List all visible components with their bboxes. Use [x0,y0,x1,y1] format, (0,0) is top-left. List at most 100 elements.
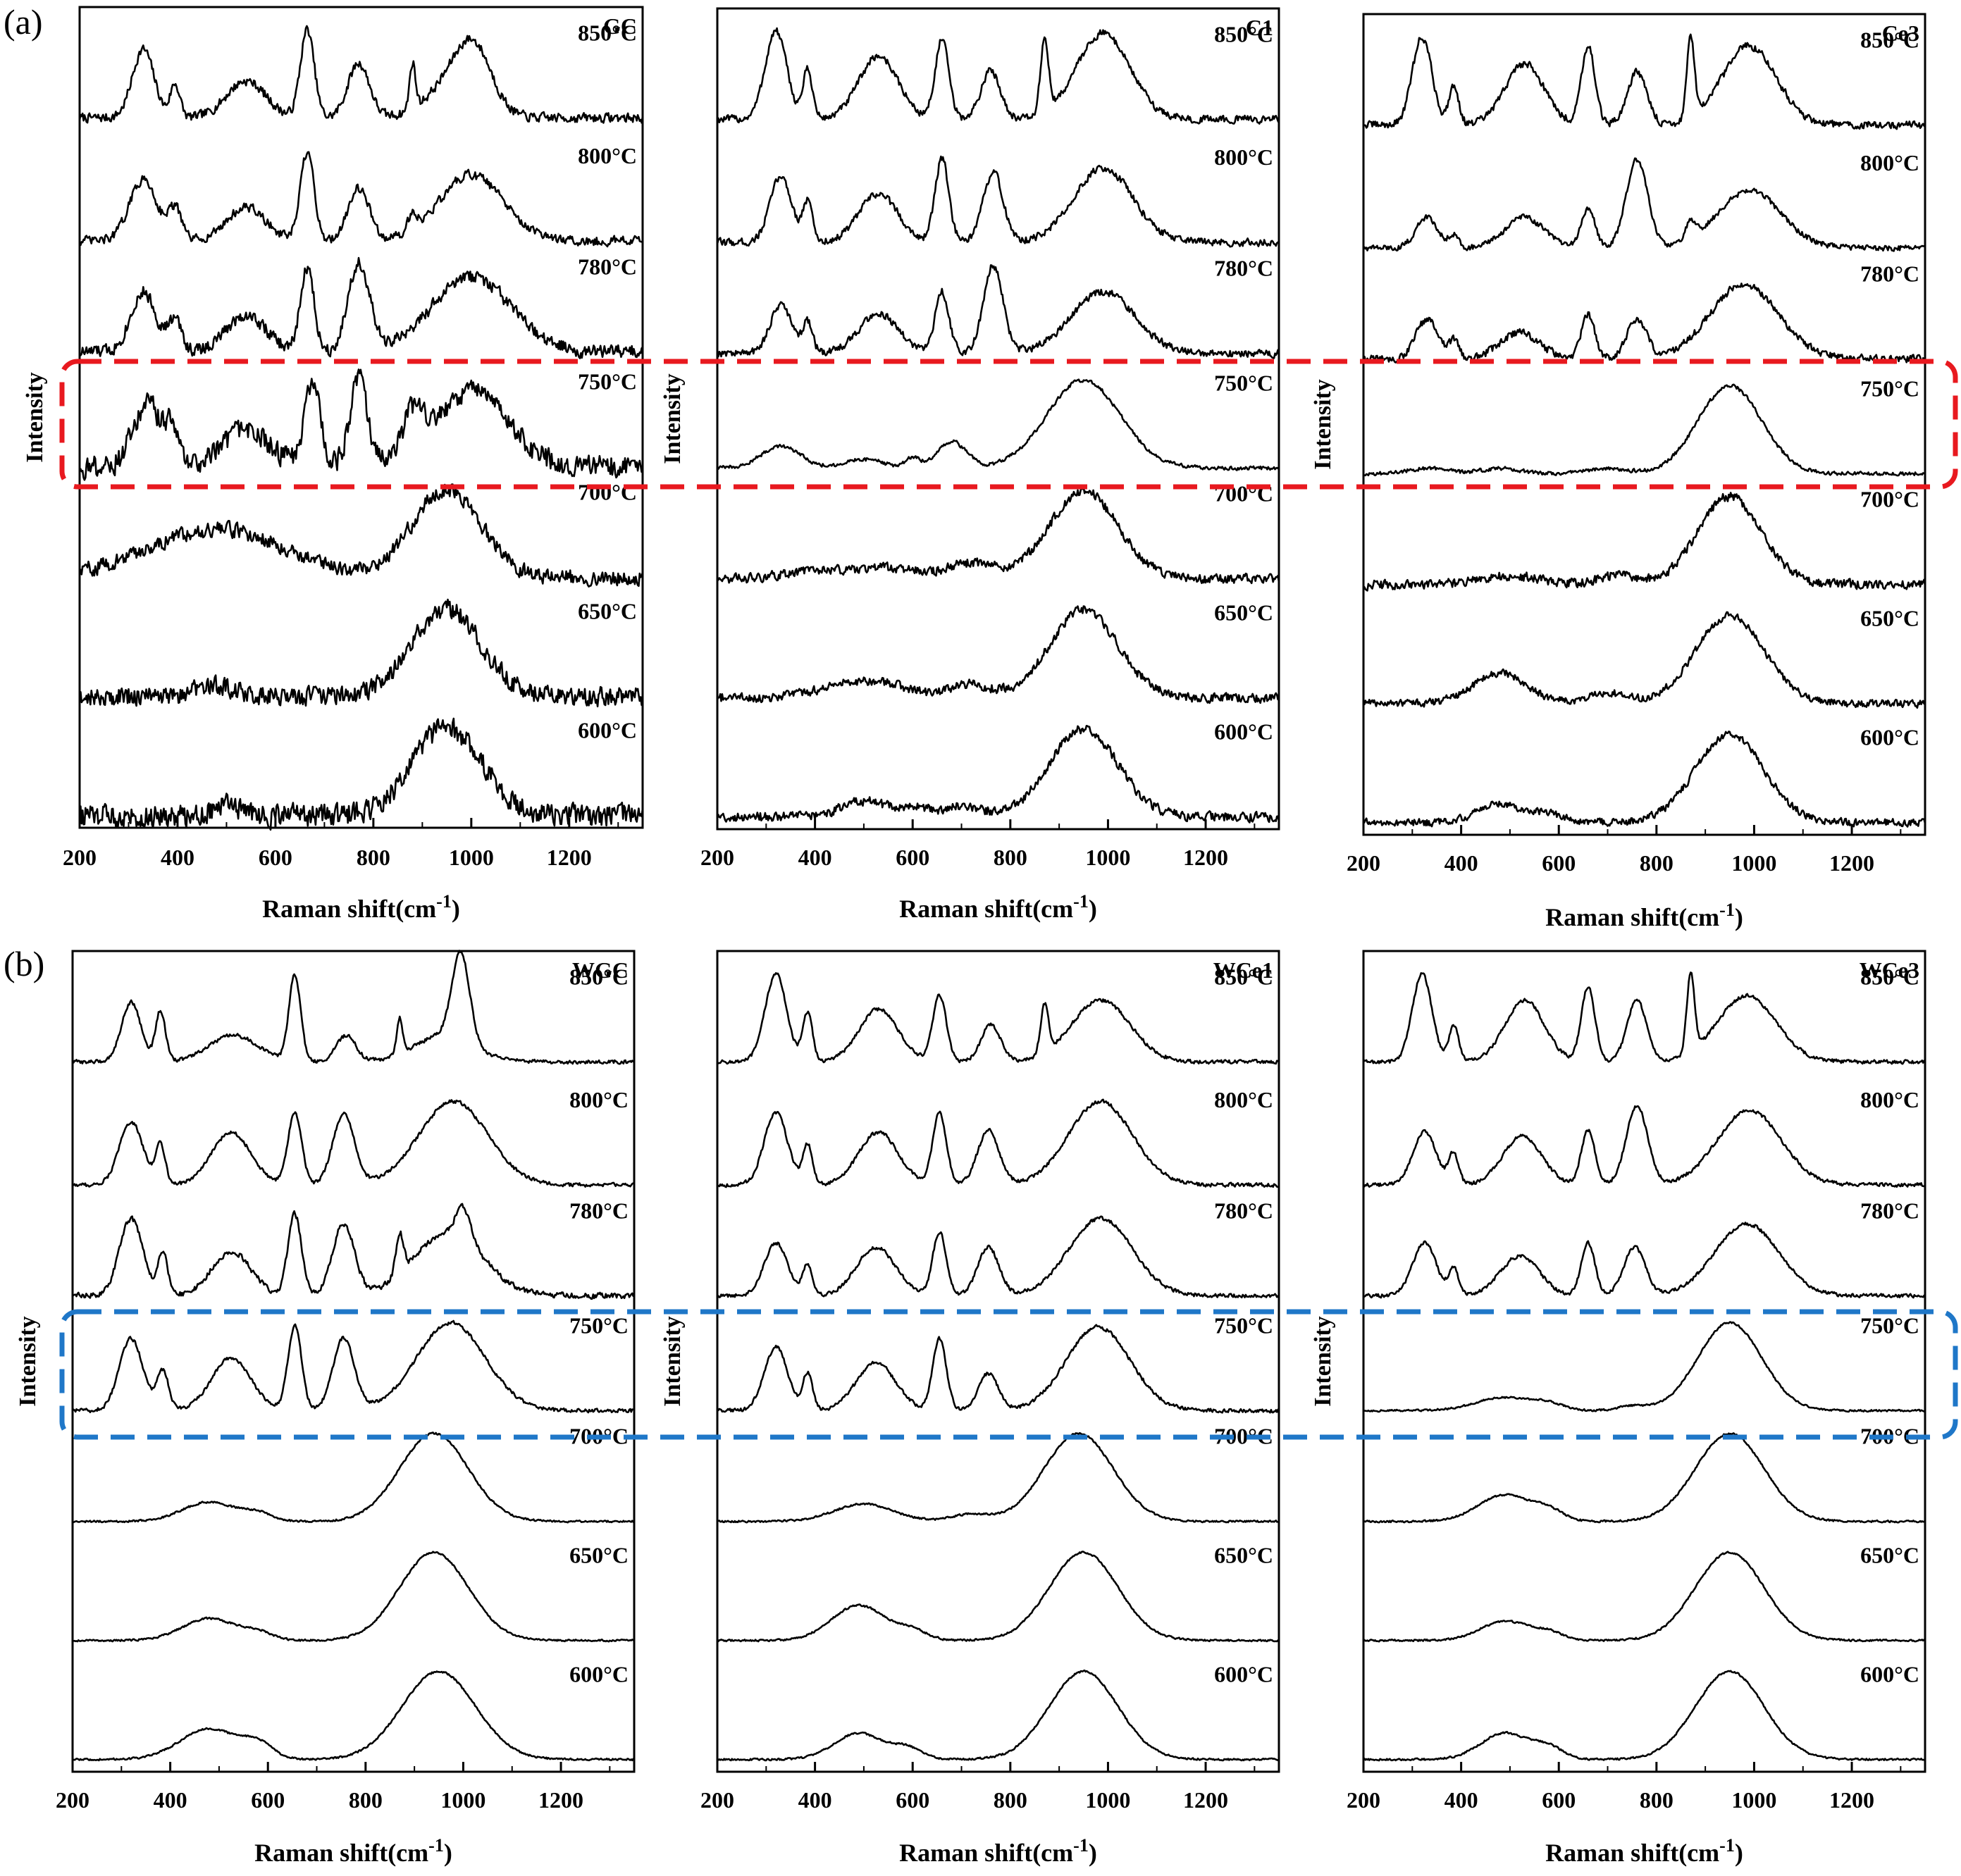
series-line-750c [71,1319,635,1414]
plot-frame [71,950,636,1773]
series-line-800c [717,1098,1279,1188]
series-line-700c [72,1431,635,1524]
series-label: 600°C [1860,725,1919,750]
x-tick-label: 800 [357,845,390,870]
x-tick-label: 600 [896,1787,929,1813]
x-tick-label: 200 [1347,850,1380,876]
series-label: 600°C [569,1662,629,1687]
x-tick-label: 200 [700,1787,734,1813]
series-label: 650°C [1214,600,1273,626]
chart-wce1: 200 400 600 800 1000 1200 Raman shift(cm-1) Int… [660,950,1280,1867]
panel-label-a: (a) [4,2,43,42]
chart-wce3: 200 400 600 800 1000 1200 Raman shift(cm-1) Int… [1310,950,1926,1867]
series-line-850c [78,25,644,124]
x-tick-label: 1000 [449,845,494,870]
x-axis-label-close: ) [444,1839,452,1867]
series-line-700c [78,483,644,588]
series-line-600c [716,725,1280,824]
series-label: 650°C [1860,606,1919,631]
series-line-650c [72,1551,635,1643]
series-line-850c [1362,971,1926,1065]
series-label: 780°C [1214,255,1273,280]
x-tick-label: 200 [1347,1787,1380,1813]
series-line-600c [72,1670,635,1762]
series-line-800c [78,151,643,248]
x-tick-label: 400 [161,845,194,870]
x-axis-label: Raman shift(cm-1) [899,1835,1097,1867]
series-line-600c [717,1669,1280,1762]
series-line-800c [1362,1105,1926,1188]
highlight-box [59,359,1958,490]
x-tick-label: 200 [700,845,734,870]
x-axis-label-close: ) [1735,1839,1743,1867]
series-label: 850°C [578,20,637,45]
series-line-700c [1362,492,1926,592]
series-line-650c [717,1551,1280,1643]
series-line-700c [717,485,1280,585]
highlight-boxes [59,359,1958,1440]
x-tick-label: 400 [798,845,832,870]
y-axis-label: Intensity [1310,1316,1336,1406]
series-label: 600°C [1214,1662,1273,1687]
series-line-650c [1363,611,1926,709]
series-line-780c [1362,282,1926,364]
series-line-700c [1363,1432,1926,1524]
series-line-800c [1362,157,1926,252]
series-label: 850°C [1860,27,1919,52]
y-axis-label: Intensity [1310,379,1336,469]
series-label: 850°C [1860,964,1919,989]
series-line-750c [717,378,1280,471]
series-line-750c [1363,383,1926,477]
chart-title: WCe3 [1860,957,1919,983]
series-line-750c [1363,1321,1926,1413]
x-tick-label: 800 [1640,850,1674,876]
series-line-600c [1362,731,1926,828]
highlight-box [59,1309,1958,1440]
series-label: 700°C [578,480,637,505]
series-label: 780°C [1860,1198,1919,1223]
x-axis-label-sup: -1 [1719,900,1735,920]
x-tick-label: 800 [994,1787,1027,1813]
x-axis-label-text: Raman shift(cm [899,895,1073,923]
series-label: 750°C [1214,1312,1273,1338]
x-tick-label: 1000 [1085,845,1130,870]
chart-c1: 200 400 600 800 1000 1200 Raman shift(cm-1) Int… [660,7,1280,923]
series-label: 800°C [1860,1087,1919,1112]
chart-title: GC [603,13,637,39]
x-axis-label-text: Raman shift(cm [899,1839,1073,1867]
series-line-600c [78,717,644,831]
x-tick-label: 600 [259,845,292,870]
series-line-650c [78,598,644,708]
x-tick-label: 1000 [440,1787,485,1813]
series-line-850c [1363,33,1926,130]
x-axis-label: Raman shift(cm-1) [254,1835,452,1867]
x-axis-label-close: ) [1089,1839,1097,1867]
x-tick-label: 200 [63,845,97,870]
series-label: 850°C [1214,21,1273,46]
series-line-800c [72,1099,635,1188]
x-axis-label-sup: -1 [1073,891,1089,912]
x-tick-label: 400 [798,1787,832,1813]
x-tick-label: 200 [56,1787,89,1813]
y-axis-label: Intensity [15,1316,41,1406]
series-line-750c [78,368,643,481]
series-line-850c [717,972,1280,1065]
x-tick-label: 600 [1542,1787,1576,1813]
series-line-600c [1363,1670,1926,1762]
x-axis-label-close: ) [452,895,460,923]
x-tick-label: 1200 [547,845,592,870]
series-label: 650°C [1860,1543,1919,1568]
x-tick-label: 1200 [1183,1787,1228,1813]
chart-title: Ce3 [1882,20,1919,46]
series-label: 750°C [578,368,637,394]
x-axis-label: Raman shift(cm-1) [1545,900,1743,931]
x-tick-label: 600 [251,1787,285,1813]
x-tick-label: 800 [1640,1787,1674,1813]
panel-label-b: (b) [4,944,44,983]
series-label: 700°C [1860,487,1919,512]
plot-frame [1362,950,1926,1773]
series-label: 650°C [1214,1543,1273,1568]
x-tick-label: 1200 [1829,1787,1874,1813]
series-label: 780°C [1860,261,1919,286]
